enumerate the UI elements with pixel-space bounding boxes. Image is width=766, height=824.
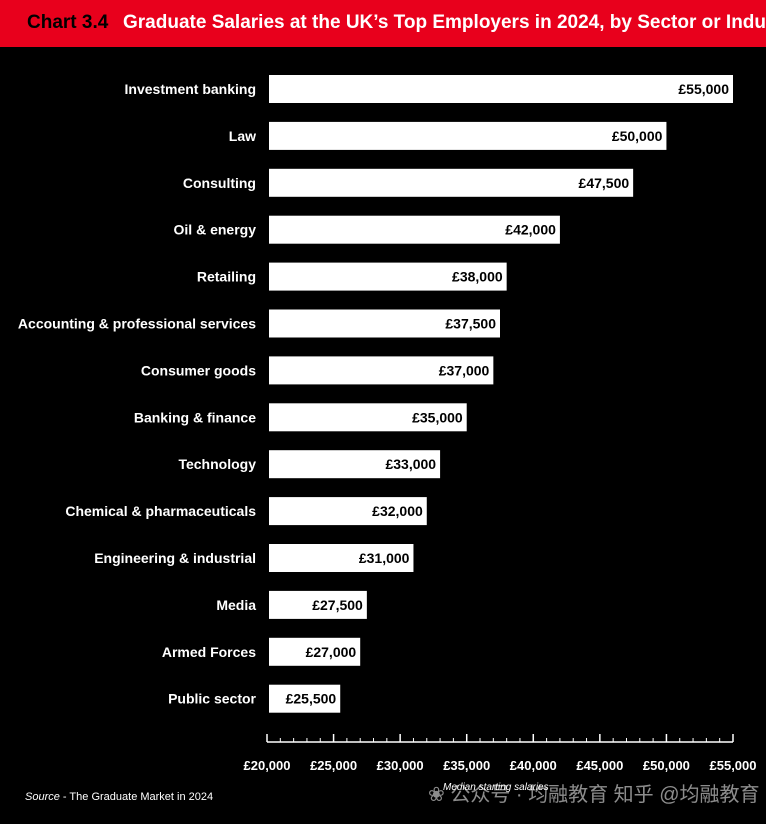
bar-value-label: £47,500 xyxy=(579,175,630,191)
bar-value-label: £37,000 xyxy=(439,362,490,378)
bar-value-label: £38,000 xyxy=(452,269,503,285)
category-label: Public sector xyxy=(168,691,256,707)
title-bar: Chart 3.4 Graduate Salaries at the UK’s … xyxy=(0,0,766,47)
category-label: Law xyxy=(229,128,256,144)
category-label: Consumer goods xyxy=(141,362,256,378)
bar xyxy=(269,497,427,526)
bar xyxy=(269,121,667,150)
category-label: Consulting xyxy=(183,175,256,191)
category-label: Engineering & industrial xyxy=(94,550,256,566)
category-label: Armed Forces xyxy=(162,644,256,660)
bar xyxy=(269,590,367,619)
chart-number: Chart 3.4 xyxy=(27,12,109,33)
chart-title: Graduate Salaries at the UK’s Top Employ… xyxy=(123,12,766,33)
category-label: Technology xyxy=(178,456,256,472)
bar xyxy=(269,309,500,338)
bar xyxy=(269,356,494,385)
bar xyxy=(269,450,441,479)
x-tick-label: £45,000 xyxy=(576,758,623,773)
category-label: Banking & finance xyxy=(134,409,256,425)
x-tick-label: £20,000 xyxy=(244,758,291,773)
bar xyxy=(269,637,361,666)
bar-value-label: £42,000 xyxy=(505,222,556,238)
bar-value-label: £50,000 xyxy=(612,128,663,144)
bar-value-label: £35,000 xyxy=(412,409,463,425)
category-label: Chemical & pharmaceuticals xyxy=(65,503,256,519)
bar xyxy=(269,75,733,103)
source-note: Source - The Graduate Market in 2024 xyxy=(25,791,214,803)
category-label: Retailing xyxy=(197,269,256,285)
x-tick-label: £40,000 xyxy=(510,758,557,773)
bar xyxy=(269,403,467,432)
x-tick-label: £30,000 xyxy=(377,758,424,773)
x-tick-label: £55,000 xyxy=(710,758,757,773)
bar xyxy=(269,684,341,713)
category-label: Accounting & professional services xyxy=(18,316,256,332)
category-label: Media xyxy=(216,597,256,613)
bar-value-label: £31,000 xyxy=(359,550,410,566)
bar-value-label: £25,500 xyxy=(286,691,337,707)
x-tick-label: £35,000 xyxy=(443,758,490,773)
bar xyxy=(269,168,634,197)
bar-value-label: £55,000 xyxy=(678,81,729,97)
watermark: ❀ 公众号 · 均融教育 知乎 @均融教育 xyxy=(428,784,760,806)
bar xyxy=(269,544,414,572)
bar-value-label: £27,500 xyxy=(312,597,363,613)
x-tick-label: £50,000 xyxy=(643,758,690,773)
bar-value-label: £32,000 xyxy=(372,503,423,519)
bar-value-label: £33,000 xyxy=(385,456,436,472)
bar xyxy=(269,262,507,291)
bar-value-label: £27,000 xyxy=(306,644,357,660)
category-label: Oil & energy xyxy=(174,222,257,238)
bar xyxy=(269,215,560,244)
x-axis-note: Median starting salaries xyxy=(443,782,549,793)
bar-value-label: £37,500 xyxy=(445,316,496,332)
category-label: Investment banking xyxy=(125,81,256,97)
x-tick-label: £25,000 xyxy=(310,758,357,773)
